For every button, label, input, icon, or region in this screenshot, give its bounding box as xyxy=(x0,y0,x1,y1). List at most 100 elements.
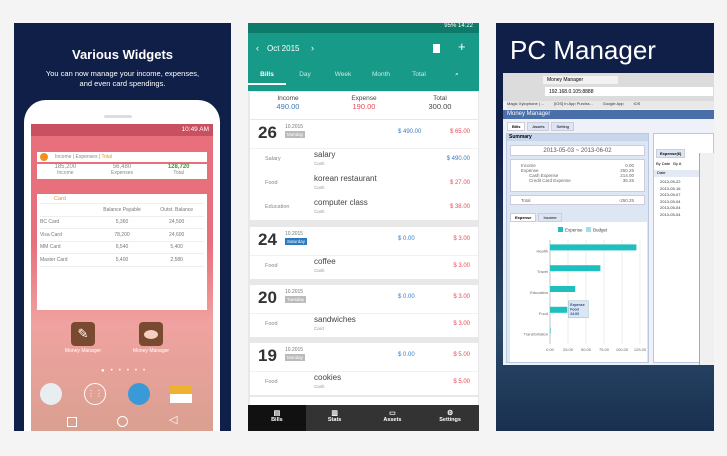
col-balance-payable: Balance Payable xyxy=(103,206,141,213)
url-bar[interactable]: 192.168.0.105:8888 xyxy=(545,87,713,96)
legend-label: Expense xyxy=(565,228,583,233)
bookmark[interactable]: iOS xyxy=(633,101,641,106)
transaction-row[interactable]: Food cookies Cash $ 5.00 xyxy=(250,371,478,395)
tab-total[interactable]: Total xyxy=(412,71,426,78)
expense-date-row[interactable]: 2013-05-04 xyxy=(660,211,681,217)
card-row[interactable]: BC Card 5,360 24,500 xyxy=(40,217,204,229)
day-number: 24 xyxy=(258,230,277,249)
widget-tab-total[interactable]: Total xyxy=(101,154,113,160)
bookmark[interactable]: [iOS] In App Purcha... xyxy=(554,101,593,106)
date-range[interactable]: 2013-05-03 ~ 2013-06-02 xyxy=(510,145,645,156)
tab-bills[interactable]: Bills xyxy=(248,71,286,85)
transaction-amount: $ 27.00 xyxy=(449,180,470,186)
expense-date-row[interactable]: 2013-05-04 xyxy=(660,205,681,211)
transaction-name: sandwiches xyxy=(314,315,356,324)
promo-subtitle-2: and even card spendings. xyxy=(79,79,166,88)
tooltip-text: Food xyxy=(570,307,579,311)
email-icon[interactable] xyxy=(170,386,192,403)
nav-settings[interactable]: ⚙ Settings xyxy=(421,405,479,431)
transaction-account: Cash xyxy=(314,185,325,190)
total-value: 128,720 xyxy=(167,164,190,170)
pencil-icon[interactable]: ✎ xyxy=(71,322,95,346)
x-tick-label: 0.00 xyxy=(546,347,555,352)
add-icon[interactable]: + xyxy=(458,39,466,54)
piggy-bank-icon[interactable] xyxy=(139,322,163,346)
day-expense: $ 65.00 xyxy=(449,129,470,135)
transaction-row[interactable]: Salary salary Cash $ 490.00 xyxy=(250,148,478,172)
transaction-row[interactable]: Food korean restaurant Cash $ 27.00 xyxy=(250,172,478,196)
apps-icon[interactable]: ⋮⋮ xyxy=(84,383,106,405)
back-icon[interactable]: ◁ xyxy=(169,414,178,426)
tab-day[interactable]: Day xyxy=(299,71,311,78)
day-expense: $ 3.00 xyxy=(453,294,470,300)
tooltip-text: Expense xyxy=(570,303,584,307)
app-tab-setting[interactable]: Setting xyxy=(551,122,574,131)
transaction-amount: $ 3.00 xyxy=(453,321,470,327)
chart-tooltip xyxy=(568,300,589,319)
nav-stats[interactable]: ▥ Stats xyxy=(306,405,364,431)
y-tick-label: Food xyxy=(539,311,548,316)
bar-expense-education[interactable] xyxy=(550,286,576,292)
card-row[interactable]: Visa Card 78,200 24,600 xyxy=(40,229,204,242)
bookmark[interactable]: Google App xyxy=(602,101,624,106)
card-row[interactable]: Master Card 5,400 2,580 xyxy=(40,254,204,267)
prev-month-button[interactable]: ‹ xyxy=(256,43,259,53)
next-month-button[interactable]: › xyxy=(311,43,314,53)
browser-globe-icon[interactable] xyxy=(128,383,150,405)
bookmark[interactable]: Magic Xylophone | ... xyxy=(507,101,545,106)
filter-by-date[interactable]: By Date xyxy=(656,161,671,166)
assets-icon: ▭ xyxy=(389,410,396,417)
home-icon[interactable] xyxy=(117,416,128,427)
x-tick-label: 50.00 xyxy=(581,347,592,352)
bar-expense-transfortation[interactable] xyxy=(550,327,551,334)
contacts-icon[interactable] xyxy=(40,383,62,405)
chart-tab-income[interactable]: Income xyxy=(538,213,562,222)
promo-subtitle-1: You can now manage your income, expenses… xyxy=(45,69,200,78)
day-month: 10.2015 xyxy=(285,347,304,353)
transaction-name: korean restaurant xyxy=(314,174,377,183)
tab-week[interactable]: Week xyxy=(334,71,352,78)
nav-assets[interactable]: ▭ Assets xyxy=(364,405,422,431)
app-tab-assets[interactable]: Assets xyxy=(527,122,550,131)
transaction-row[interactable]: Food sandwiches Card $ 3.00 xyxy=(250,313,478,337)
transaction-category: Food xyxy=(265,321,278,327)
day-expense: $ 5.00 xyxy=(453,352,470,358)
bar-expense-travel[interactable] xyxy=(550,265,601,272)
app-tab-bills[interactable]: Bills xyxy=(507,122,526,131)
tab-month[interactable]: Month xyxy=(371,71,391,78)
card-row[interactable]: MM Card 6,540 5,400 xyxy=(40,242,204,254)
status-bar: 95% 14:22 xyxy=(248,23,479,33)
net-total: 300.00 xyxy=(428,102,452,111)
income-label: Income xyxy=(57,170,74,176)
filter-by-a[interactable]: By A xyxy=(673,161,682,166)
transaction-category: Food xyxy=(265,263,278,269)
day-group: 24 10.2015 Saturday $ 0.00 $ 3.00 Food co… xyxy=(250,227,478,279)
x-tick-label: 125.00 xyxy=(634,347,647,352)
bar-expense-food[interactable] xyxy=(550,306,568,313)
income-total: 490.00 xyxy=(276,102,300,111)
transaction-row[interactable]: Food coffee Cash $ 3.00 xyxy=(250,255,478,279)
y-tick-label: Health xyxy=(536,248,548,253)
widget-tab-income[interactable]: Income xyxy=(55,154,72,160)
bookmark-icon[interactable] xyxy=(433,44,440,53)
transaction-amount: $ 490.00 xyxy=(446,156,470,162)
search-icon[interactable]: ⌕ xyxy=(455,71,459,78)
bar-expense-health[interactable] xyxy=(550,244,637,251)
expense-date-row[interactable]: 2013-05-16 xyxy=(660,185,681,191)
expense-date-row[interactable]: 2013-05-04 xyxy=(660,198,681,204)
chart-tab-expense[interactable]: Expense xyxy=(510,213,537,222)
expense-date-row[interactable]: 2013-05-22 xyxy=(660,179,681,184)
widget-tab-expenses[interactable]: Expenses xyxy=(75,154,98,160)
expense-list-tab[interactable]: Expense(6) xyxy=(656,149,686,158)
browser-tab[interactable]: Money Manager xyxy=(543,76,618,84)
transaction-amount: $ 5.00 xyxy=(453,379,470,385)
date-column-header[interactable]: Date xyxy=(654,170,714,177)
nav-bills[interactable]: ▤ Bills xyxy=(248,405,306,431)
summary-widget-values: 185,200 Income 56,480 Expenses 128,720 Tota… xyxy=(37,164,207,179)
transaction-row[interactable]: Education computer class Cash $ 38.00 xyxy=(250,196,478,220)
expense-bar-chart: 0.00 25.00 50.00 75.00 100.00 125.00 Health Tra… xyxy=(510,222,647,362)
phone-screen: 10:49 AM Income | Expenses | Total 185,2… xyxy=(31,124,213,431)
recent-apps-icon[interactable] xyxy=(67,417,77,427)
expenses-label: Expenses xyxy=(111,170,133,176)
expense-date-row[interactable]: 2013-05-07 xyxy=(660,192,681,198)
